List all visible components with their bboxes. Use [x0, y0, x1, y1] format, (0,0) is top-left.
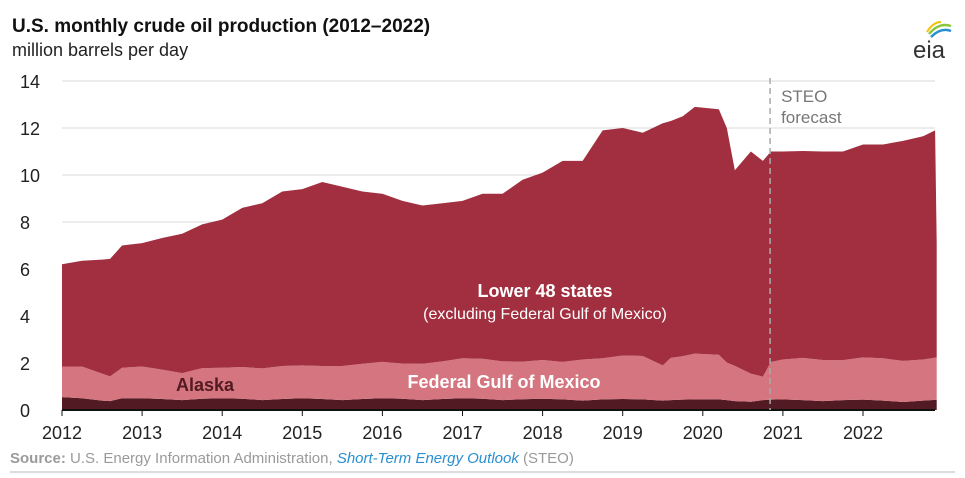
- y-tick-label: 0: [20, 401, 30, 421]
- source-text: U.S. Energy Information Administration,: [65, 450, 337, 467]
- lower-48-label: Lower 48 states: [477, 281, 612, 301]
- y-tick-label: 10: [20, 166, 40, 186]
- y-tick-label: 14: [20, 72, 40, 92]
- steo-label: STEO: [781, 87, 827, 106]
- x-tick-label: 2018: [523, 423, 563, 443]
- chart-title: U.S. monthly crude oil production (2012–…: [12, 16, 431, 37]
- x-tick-label: 2013: [122, 423, 162, 443]
- bottom-divider: [10, 471, 955, 473]
- gom-label: Federal Gulf of Mexico: [407, 372, 600, 392]
- source-label: Source:: [10, 450, 66, 467]
- chart-subtitle: million barrels per day: [12, 40, 189, 60]
- x-tick-label: 2022: [843, 423, 883, 443]
- y-tick-label: 6: [20, 260, 30, 280]
- forecast-label: forecast: [781, 108, 842, 127]
- area-alaska: [62, 397, 937, 410]
- x-tick-label: 2020: [683, 423, 723, 443]
- plot-area: 0 2 4 6 8 10 12 14 2012 2013 2014 2015 2016 2017 2018 2…: [20, 72, 937, 443]
- area-gulf-of-mexico: [62, 353, 937, 403]
- x-tick-label: 2015: [282, 423, 322, 443]
- y-tick-label: 12: [20, 119, 40, 139]
- y-tick-label: 8: [20, 213, 30, 233]
- lower-48-sublabel: (excluding Federal Gulf of Mexico): [423, 306, 667, 323]
- x-tick-label: 2014: [202, 423, 242, 443]
- eia-logo: eia: [911, 20, 953, 69]
- x-tick-label: 2016: [362, 423, 402, 443]
- area-lower-48: [62, 106, 937, 377]
- source-suffix: (STEO): [518, 450, 574, 467]
- x-tick-label: 2017: [442, 423, 482, 443]
- y-tick-label: 2: [20, 354, 30, 374]
- x-tick-label: 2019: [603, 423, 643, 443]
- x-tick-label: 2012: [42, 423, 82, 443]
- y-tick-label: 4: [20, 307, 30, 327]
- svg-text:eia: eia: [913, 37, 946, 64]
- source-note: Source: U.S. Energy Information Administ…: [10, 450, 574, 467]
- x-tick-label: 2021: [763, 423, 803, 443]
- steo-link[interactable]: Short-Term Energy Outlook: [336, 450, 519, 467]
- alaska-label: Alaska: [176, 375, 235, 395]
